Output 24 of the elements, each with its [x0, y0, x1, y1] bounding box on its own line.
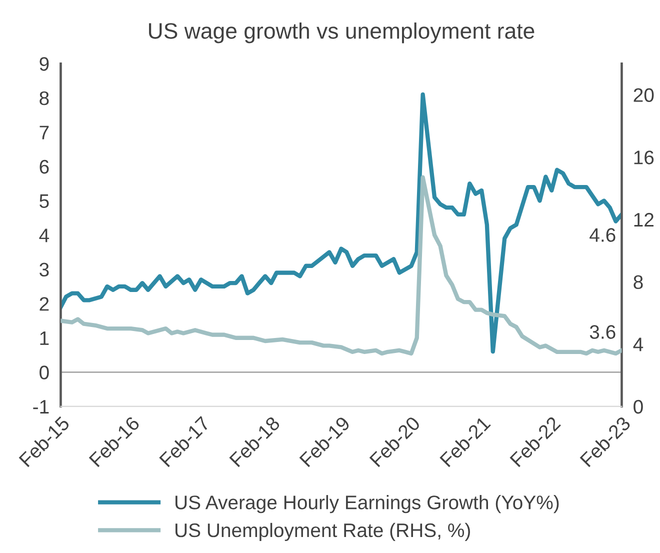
y-tick-label: 4	[39, 228, 50, 242]
y-tick-label: 0	[40, 366, 49, 380]
chart-title: US wage growth vs unemployment rate	[149, 22, 534, 44]
data-label: 3.6	[590, 325, 616, 339]
y2-tick-label: 8	[634, 275, 643, 290]
legend-label: US Unemployment Rate (RHS, %)	[176, 522, 470, 542]
data-label: 4.6	[590, 228, 616, 242]
y-tick-label: 7	[40, 126, 49, 140]
line-series	[60, 175, 622, 356]
y-tick-label: 3	[40, 262, 49, 277]
y-tick-label: 5	[40, 194, 49, 208]
y-tick-label: 9	[40, 57, 49, 71]
y2-tick-label: 16	[634, 150, 654, 164]
y-tick-label: 6	[40, 160, 49, 174]
y-tick-label: -1	[33, 400, 49, 414]
y2-tick-label: 0	[634, 400, 643, 414]
legend-label: US Average Hourly Earnings Growth (YoY%)	[176, 495, 559, 514]
y2-tick-label: 12	[634, 212, 654, 226]
line-series	[60, 92, 622, 354]
y-tick-label: 1	[40, 332, 49, 345]
y-tick-label: 8	[40, 91, 49, 106]
y2-tick-label: 4	[633, 338, 644, 352]
y2-tick-label: 20	[634, 88, 654, 102]
y-tick-label: 2	[40, 297, 49, 311]
